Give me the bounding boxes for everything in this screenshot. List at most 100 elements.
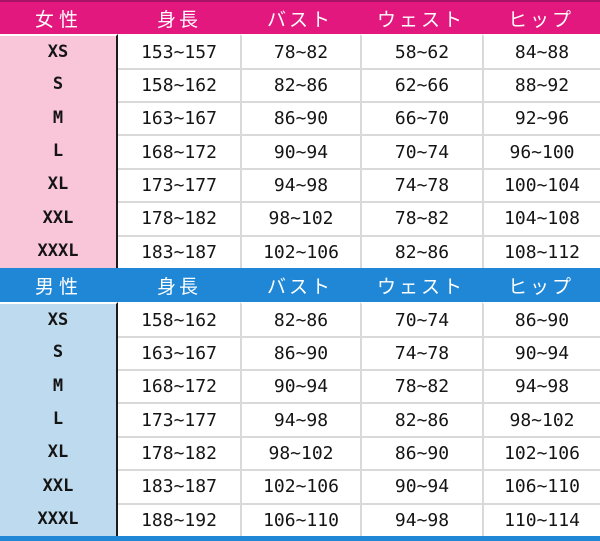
measurement-cell: 74~78	[360, 167, 482, 202]
women-row-xxxl: XXXL 183~187 102~106 82~86 108~112	[0, 234, 600, 268]
measurement-cell: 90~94	[482, 335, 600, 370]
size-cell: XL	[0, 167, 118, 202]
measurement-cell: 82~86	[240, 302, 360, 336]
measurement-cell: 58~62	[360, 34, 482, 68]
measurement-cell: 100~104	[482, 167, 600, 202]
women-row-xxl: XXL 178~182 98~102 78~82 104~108	[0, 201, 600, 235]
measurement-cell: 94~98	[240, 402, 360, 436]
column-header: ヒップ	[482, 268, 600, 303]
measurement-cell: 78~82	[240, 34, 360, 68]
measurement-cell: 102~106	[240, 234, 360, 268]
women-row-l: L 168~172 90~94 70~74 96~100	[0, 134, 600, 168]
measurement-cell: 86~90	[360, 435, 482, 470]
size-cell: XXXL	[0, 234, 118, 268]
measurement-cell: 70~74	[360, 302, 482, 336]
men-row-xs: XS 158~162 82~86 70~74 86~90	[0, 302, 600, 336]
measurement-cell: 178~182	[118, 201, 240, 235]
men-row-xxl: XXL 183~187 102~106 90~94 106~110	[0, 469, 600, 503]
measurement-cell: 92~96	[482, 101, 600, 135]
column-header: バスト	[240, 0, 360, 35]
size-cell: XS	[0, 34, 118, 68]
measurement-cell: 78~82	[360, 369, 482, 403]
men-row-s: S 163~167 86~90 74~78 90~94	[0, 335, 600, 370]
size-cell: S	[0, 67, 118, 102]
men-row-m: M 168~172 90~94 78~82 94~98	[0, 369, 600, 403]
women-group-label: 女性	[0, 0, 118, 35]
column-header: ウェスト	[360, 268, 482, 303]
measurement-cell: 94~98	[482, 369, 600, 403]
measurement-cell: 94~98	[360, 502, 482, 536]
column-header: ヒップ	[482, 0, 600, 35]
size-cell: XXXL	[0, 502, 118, 536]
measurement-cell: 98~102	[240, 435, 360, 470]
size-cell: L	[0, 134, 118, 168]
measurement-cell: 86~90	[482, 302, 600, 336]
column-header: バスト	[240, 268, 360, 303]
measurement-cell: 110~114	[482, 502, 600, 536]
column-header: 身長	[118, 0, 240, 35]
measurement-cell: 96~100	[482, 134, 600, 168]
column-header: ウェスト	[360, 0, 482, 35]
measurement-cell: 183~187	[118, 469, 240, 503]
men-row-xl: XL 178~182 98~102 86~90 102~106	[0, 435, 600, 470]
men-section: 男性 身長 バスト ウェスト ヒップ XS 158~162 82~86 70~74 86~90 S 1…	[0, 268, 600, 536]
measurement-cell: 188~192	[118, 502, 240, 536]
men-row-xxxl: XXXL 188~192 106~110 94~98 110~114	[0, 502, 600, 536]
women-row-m: M 163~167 86~90 66~70 92~96	[0, 101, 600, 135]
measurement-cell: 98~102	[240, 201, 360, 235]
measurement-cell: 98~102	[482, 402, 600, 436]
measurement-cell: 82~86	[240, 67, 360, 102]
measurement-cell: 106~110	[240, 502, 360, 536]
measurement-cell: 88~92	[482, 67, 600, 102]
measurement-cell: 163~167	[118, 335, 240, 370]
measurement-cell: 158~162	[118, 302, 240, 336]
men-row-l: L 173~177 94~98 82~86 98~102	[0, 402, 600, 436]
measurement-cell: 70~74	[360, 134, 482, 168]
women-section: 女性 身長 バスト ウェスト ヒップ XS 153~157 78~82 58~62 84~88 S 1…	[0, 0, 600, 268]
measurement-cell: 106~110	[482, 469, 600, 503]
measurement-cell: 78~82	[360, 201, 482, 235]
measurement-cell: 62~66	[360, 67, 482, 102]
measurement-cell: 153~157	[118, 34, 240, 68]
measurement-cell: 90~94	[240, 369, 360, 403]
size-cell: M	[0, 369, 118, 403]
size-cell: XL	[0, 435, 118, 470]
size-cell: XXL	[0, 201, 118, 235]
size-cell: XS	[0, 302, 118, 336]
measurement-cell: 104~108	[482, 201, 600, 235]
measurement-cell: 82~86	[360, 402, 482, 436]
measurement-cell: 173~177	[118, 167, 240, 202]
women-header-row: 女性 身長 バスト ウェスト ヒップ	[0, 0, 600, 35]
measurement-cell: 158~162	[118, 67, 240, 102]
measurement-cell: 102~106	[482, 435, 600, 470]
measurement-cell: 183~187	[118, 234, 240, 268]
men-header-row: 男性 身長 バスト ウェスト ヒップ	[0, 268, 600, 303]
women-row-xs: XS 153~157 78~82 58~62 84~88	[0, 34, 600, 68]
measurement-cell: 108~112	[482, 234, 600, 268]
measurement-cell: 86~90	[240, 335, 360, 370]
measurement-cell: 94~98	[240, 167, 360, 202]
measurement-cell: 66~70	[360, 101, 482, 135]
measurement-cell: 178~182	[118, 435, 240, 470]
measurement-cell: 82~86	[360, 234, 482, 268]
men-group-label: 男性	[0, 268, 118, 303]
women-row-s: S 158~162 82~86 62~66 88~92	[0, 67, 600, 102]
measurement-cell: 90~94	[360, 469, 482, 503]
measurement-cell: 173~177	[118, 402, 240, 436]
size-cell: M	[0, 101, 118, 135]
measurement-cell: 102~106	[240, 469, 360, 503]
measurement-cell: 163~167	[118, 101, 240, 135]
size-cell: L	[0, 402, 118, 436]
column-header: 身長	[118, 268, 240, 303]
measurement-cell: 74~78	[360, 335, 482, 370]
women-row-xl: XL 173~177 94~98 74~78 100~104	[0, 167, 600, 202]
size-cell: S	[0, 335, 118, 370]
measurement-cell: 90~94	[240, 134, 360, 168]
size-cell: XXL	[0, 469, 118, 503]
measurement-cell: 84~88	[482, 34, 600, 68]
measurement-cell: 168~172	[118, 134, 240, 168]
measurement-cell: 168~172	[118, 369, 240, 403]
measurement-cell: 86~90	[240, 101, 360, 135]
